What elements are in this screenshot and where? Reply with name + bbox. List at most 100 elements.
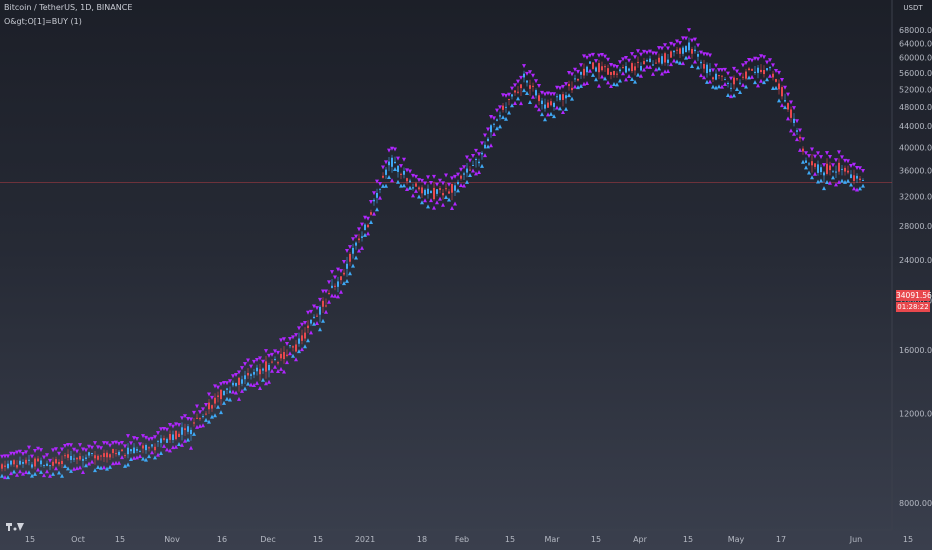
sell-signal-marker bbox=[348, 245, 352, 250]
candle-body bbox=[724, 79, 726, 81]
candle-body bbox=[577, 78, 579, 81]
candle-body bbox=[358, 238, 360, 241]
buy-signal-marker bbox=[612, 82, 616, 87]
sell-signal-marker bbox=[216, 385, 220, 390]
candle-body bbox=[331, 285, 333, 288]
candle-body bbox=[832, 171, 834, 173]
sell-signal-marker bbox=[447, 182, 451, 187]
sell-signal-marker bbox=[345, 249, 349, 254]
candle-body bbox=[277, 362, 279, 364]
buy-signal-marker bbox=[96, 465, 100, 470]
candle-body bbox=[4, 465, 6, 467]
candle-body bbox=[451, 183, 453, 193]
sell-signal-marker bbox=[294, 333, 298, 338]
buy-signal-marker bbox=[120, 455, 124, 460]
buy-signal-marker bbox=[861, 183, 865, 188]
sell-signal-marker bbox=[195, 404, 199, 409]
candle-body bbox=[88, 452, 90, 456]
candle-body bbox=[523, 73, 525, 78]
sell-signal-marker bbox=[600, 52, 604, 57]
buy-signal-marker bbox=[549, 111, 553, 116]
chart-title[interactable]: Bitcoin / TetherUS, 1D, BINANCE bbox=[4, 3, 133, 12]
buy-signal-marker bbox=[435, 200, 439, 205]
candle-body bbox=[391, 157, 393, 167]
sell-signal-marker bbox=[855, 165, 859, 170]
sell-signal-marker bbox=[369, 200, 373, 205]
sell-signal-marker bbox=[399, 164, 403, 169]
buy-signal-marker bbox=[0, 473, 4, 478]
buy-signal-marker bbox=[756, 83, 760, 88]
candle-body bbox=[637, 61, 639, 63]
sell-signal-marker bbox=[276, 350, 280, 355]
candle-body bbox=[442, 193, 444, 196]
buy-signal-marker bbox=[543, 117, 547, 122]
buy-signal-marker bbox=[441, 202, 445, 207]
candle-body bbox=[301, 335, 303, 341]
sell-signal-marker bbox=[723, 67, 727, 72]
candle-body bbox=[307, 325, 309, 329]
buy-signal-marker bbox=[798, 147, 802, 152]
buy-signal-marker bbox=[696, 65, 700, 70]
candle-body bbox=[739, 82, 741, 84]
candle-body bbox=[490, 125, 492, 133]
candle-body bbox=[214, 397, 216, 404]
candle-body bbox=[706, 64, 708, 74]
sell-signal-marker bbox=[615, 64, 619, 69]
time-axis-label: 15 bbox=[313, 535, 323, 544]
candle-body bbox=[313, 316, 315, 319]
candle-body bbox=[448, 191, 450, 194]
sell-signal-marker bbox=[669, 41, 673, 46]
sell-signal-marker bbox=[564, 82, 568, 87]
buy-signal-marker bbox=[570, 96, 574, 101]
sell-signal-marker bbox=[753, 56, 757, 61]
buy-signal-marker bbox=[390, 178, 394, 183]
buy-signal-marker bbox=[369, 220, 373, 225]
candle-body bbox=[592, 62, 594, 69]
buy-signal-marker bbox=[591, 72, 595, 77]
sell-signal-marker bbox=[858, 166, 862, 171]
candle-body bbox=[286, 354, 288, 356]
candle-body bbox=[253, 372, 255, 375]
candle-body bbox=[139, 451, 141, 453]
candle-body bbox=[646, 60, 648, 62]
candle-body bbox=[256, 367, 258, 372]
candle-body bbox=[388, 161, 390, 166]
buy-signal-marker bbox=[492, 132, 496, 137]
sell-signal-marker bbox=[210, 395, 214, 400]
candle-body bbox=[184, 428, 186, 431]
buy-signal-marker bbox=[801, 159, 805, 164]
buy-signal-marker bbox=[357, 248, 361, 253]
buy-signal-marker bbox=[483, 153, 487, 158]
buy-signal-marker bbox=[174, 444, 178, 449]
sell-signal-marker bbox=[108, 443, 112, 448]
sell-signal-marker bbox=[648, 49, 652, 54]
buy-signal-marker bbox=[12, 469, 16, 474]
buy-signal-marker bbox=[780, 103, 784, 108]
candle-body bbox=[535, 90, 537, 96]
candle-body bbox=[355, 242, 357, 246]
sell-signal-marker bbox=[489, 114, 493, 119]
currency-label[interactable]: USDT bbox=[903, 4, 923, 12]
candle-body bbox=[175, 430, 177, 440]
sell-signal-marker bbox=[618, 60, 622, 65]
candle-body bbox=[418, 187, 420, 190]
buy-signal-marker bbox=[630, 77, 634, 82]
buy-signal-marker bbox=[87, 461, 91, 466]
sell-signal-marker bbox=[75, 449, 79, 454]
candle-body bbox=[562, 94, 564, 100]
sell-signal-marker bbox=[813, 154, 817, 159]
candle-body bbox=[370, 212, 372, 215]
indicator-legend[interactable]: O&gt;O[1]=BUY (1) bbox=[4, 17, 82, 26]
candle-body bbox=[538, 95, 540, 102]
buy-signal-marker bbox=[33, 471, 37, 476]
sell-signal-marker bbox=[840, 155, 844, 160]
tradingview-logo-icon[interactable] bbox=[6, 522, 24, 532]
sell-signal-marker bbox=[579, 63, 583, 68]
sell-signal-marker bbox=[474, 148, 478, 153]
sell-signal-marker bbox=[621, 57, 625, 62]
sell-signal-marker bbox=[444, 173, 448, 178]
candle-body bbox=[601, 66, 603, 71]
buy-signal-marker bbox=[504, 116, 508, 121]
sell-signal-marker bbox=[303, 321, 307, 326]
